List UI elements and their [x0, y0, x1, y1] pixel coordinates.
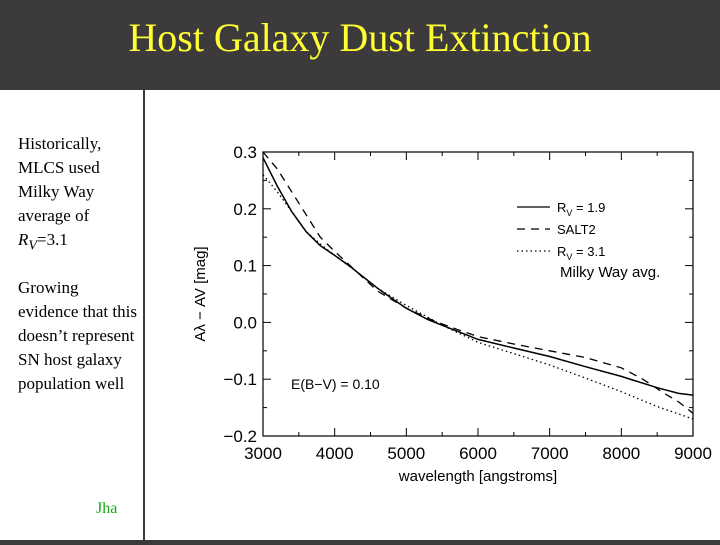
- x-tick-label: 6000: [459, 444, 497, 463]
- y-tick-label: 0.3: [233, 143, 257, 162]
- y-tick-label: 0.0: [233, 313, 257, 332]
- y-tick-label: 0.1: [233, 257, 257, 276]
- milky-way-label: Milky Way avg.: [560, 264, 660, 281]
- panel-divider: [143, 90, 145, 540]
- slide-title: Host Galaxy Dust Extinction: [128, 15, 592, 60]
- bullet-historically-text: Historically, MLCS used Milky Way averag…: [18, 134, 102, 225]
- rv-subscript: V: [28, 237, 38, 254]
- y-axis-label: Aλ − AV [mag]: [192, 246, 209, 341]
- notes-panel: Historically, MLCS used Milky Way averag…: [0, 90, 143, 540]
- rv-letter: R: [18, 230, 29, 249]
- chart-axes: 3000 4000 5000 6000 7000 8000 9000 −0.2 −0.1 0.0 0…: [192, 143, 712, 485]
- x-tick-label: 3000: [244, 444, 282, 463]
- y-tick-label: −0.2: [223, 427, 257, 446]
- x-tick-label: 7000: [531, 444, 569, 463]
- rv-value: RV: [18, 230, 37, 253]
- legend-label: RV = 3.1: [557, 244, 605, 262]
- bullet-growing-evidence: Growing evidence that this doesn’t repre…: [18, 278, 137, 393]
- chart-series: [262, 151, 694, 420]
- legend-label: SALT2: [557, 222, 596, 237]
- extinction-chart: 3000 4000 5000 6000 7000 8000 9000 −0.2 −0.1 0.0 0…: [192, 143, 712, 485]
- series-line: [262, 174, 694, 420]
- x-tick-label: 4000: [316, 444, 354, 463]
- x-axis-label: wavelength [angstroms]: [398, 468, 557, 485]
- y-tick-label: −0.1: [223, 370, 257, 389]
- author-name: Jha: [96, 500, 118, 517]
- chart-legend: RV = 1.9 SALT2 RV = 3.1: [517, 200, 605, 262]
- legend-label: RV = 1.9: [557, 200, 605, 218]
- x-tick-label: 5000: [387, 444, 425, 463]
- y-tick-label: 0.2: [233, 200, 257, 219]
- ebv-annotation: E(B−V) = 0.10: [291, 376, 380, 392]
- rv-number: =3.1: [37, 230, 68, 249]
- chart-panel: 3000 4000 5000 6000 7000 8000 9000 −0.2 −0.1 0.0 0…: [145, 90, 720, 540]
- x-tick-label: 9000: [674, 444, 712, 463]
- series-line: [262, 151, 694, 414]
- bullet-historically: Historically, MLCS used Milky Way averag…: [18, 132, 138, 257]
- x-tick-label: 8000: [602, 444, 640, 463]
- plot-frame: [262, 151, 694, 437]
